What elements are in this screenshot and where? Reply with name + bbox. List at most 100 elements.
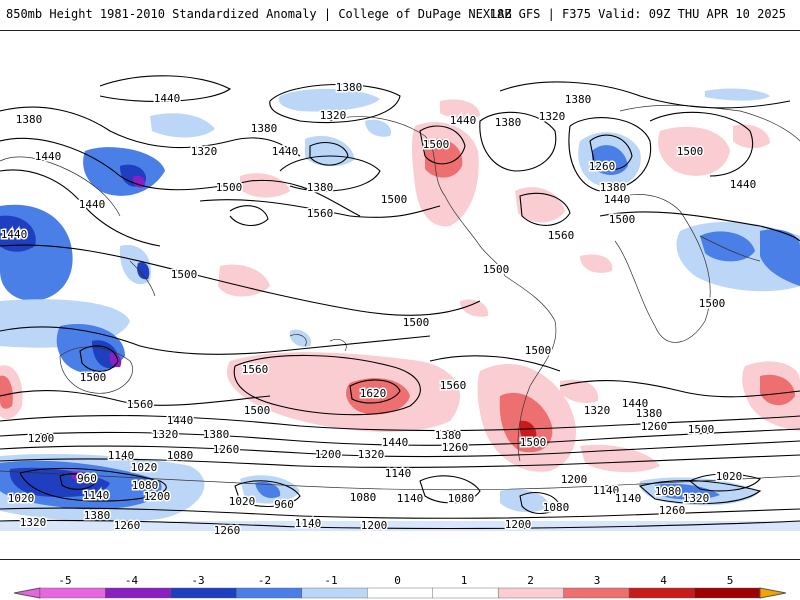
contour-label: 1440 — [1, 228, 28, 241]
contour-label: 1200 — [561, 473, 588, 486]
contour-label: 1440 — [79, 198, 106, 211]
model-run-info: 18Z GFS | F375 Valid: 09Z THU APR 10 202… — [489, 7, 786, 21]
height-contours — [0, 75, 800, 530]
colorbar-segment — [563, 587, 630, 599]
contour-label: 960 — [274, 498, 294, 511]
contour-label: 1260 — [589, 160, 616, 173]
contour-label: 1140 — [615, 492, 642, 505]
colorbar-segment — [170, 587, 237, 599]
colorbar-tick-label: 2 — [527, 574, 534, 587]
contour-label: 1380 — [84, 509, 111, 522]
contour-label: 1380 — [203, 428, 230, 441]
contour-label: 1080 — [132, 479, 159, 492]
contour-label: 1260 — [114, 519, 141, 532]
contour-label: 1500 — [423, 138, 450, 151]
contour-label: 1320 — [320, 109, 347, 122]
contour-label: 1560 — [548, 229, 575, 242]
colorbar-segment — [694, 587, 761, 599]
contour-label: 1200 — [144, 490, 171, 503]
contour-label: 1500 — [244, 404, 271, 417]
contour-label: 1320 — [191, 145, 218, 158]
contour-label: 1440 — [622, 397, 649, 410]
contour-label: 1200 — [505, 518, 532, 531]
contour-label: 1260 — [213, 443, 240, 456]
contour-label: 1440 — [272, 145, 299, 158]
contour-label: 1320 — [20, 516, 47, 529]
world-map: 1440 1380 1320 1380 1380 1440 1380 1320 1380 1440… — [0, 30, 800, 560]
contour-label: 1440 — [35, 150, 62, 163]
colorbar-tick-label: -4 — [124, 574, 139, 587]
contour-label: 1380 — [251, 122, 278, 135]
contour-label: 1500 — [381, 193, 408, 206]
colorbar-tick-label: -5 — [58, 574, 72, 587]
contour-label: 1140 — [397, 492, 424, 505]
contour-label: 1440 — [167, 414, 194, 427]
contour-label: 1500 — [520, 436, 547, 449]
contour-label: 1500 — [403, 316, 430, 329]
colorbar-segments — [39, 587, 761, 599]
contour-label: 1020 — [716, 470, 743, 483]
colorbar-tick-label: -2 — [257, 574, 272, 587]
contour-label: 1500 — [483, 263, 510, 276]
contour-label: 1260 — [442, 441, 469, 454]
contour-label: 1200 — [315, 448, 342, 461]
contour-label: 1380 — [435, 429, 462, 442]
colorbar-tick-label: 0 — [394, 574, 401, 587]
contour-label: 1140 — [385, 467, 412, 480]
colorbar-segment — [301, 587, 368, 599]
contour-label: 1440 — [382, 436, 409, 449]
contour-label: 1440 — [730, 178, 757, 191]
colorbar-segment — [497, 587, 564, 599]
contour-label: 1500 — [171, 268, 198, 281]
colorbar-segment — [628, 587, 695, 599]
contour-label: 1260 — [659, 504, 686, 517]
colorbar-segment — [236, 587, 303, 599]
contour-label: 1020 — [8, 492, 35, 505]
contour-label: 1320 — [539, 110, 566, 123]
contour-label: 1080 — [448, 492, 475, 505]
colorbar-segment — [39, 587, 106, 599]
contour-label: 1380 — [307, 181, 334, 194]
contour-label: 1380 — [600, 181, 627, 194]
colorbar-tick-label: -1 — [324, 574, 338, 587]
contour-label: 1560 — [440, 379, 467, 392]
contour-label: 1320 — [152, 428, 179, 441]
map-title: 850mb Height 1981-2010 Standardized Anom… — [6, 7, 512, 21]
contour-label: 1620 — [360, 387, 387, 400]
contour-label: 1380 — [495, 116, 522, 129]
contour-label: 1140 — [295, 517, 322, 530]
contour-label: 1080 — [543, 501, 570, 514]
contour-label: 1500 — [609, 213, 636, 226]
contour-label: 1320 — [358, 448, 385, 461]
contour-label: 1380 — [16, 113, 43, 126]
contour-label: 1080 — [167, 449, 194, 462]
colorbar-segment — [367, 587, 433, 599]
contour-label: 1200 — [28, 432, 55, 445]
contour-label: 1500 — [699, 297, 726, 310]
contour-label: 1500 — [688, 423, 715, 436]
contour-label: 1500 — [525, 344, 552, 357]
contour-label: 1560 — [127, 398, 154, 411]
contour-label: 1380 — [336, 81, 363, 94]
contour-label: 1080 — [655, 485, 682, 498]
contour-label: 1380 — [636, 407, 663, 420]
contour-label: 1560 — [307, 207, 334, 220]
colorbar-max-arrow — [759, 587, 787, 599]
anomaly-colorbar — [0, 560, 800, 600]
contour-label: 1320 — [683, 492, 710, 505]
contour-label: 1500 — [677, 145, 704, 158]
contour-label: 1140 — [593, 484, 620, 497]
coastlines — [0, 104, 800, 491]
contour-label: 1440 — [604, 193, 631, 206]
contour-label: 1140 — [83, 489, 110, 502]
colorbar-tick-label: 5 — [726, 574, 734, 587]
contour-label: 1440 — [154, 92, 181, 105]
contour-label: 1500 — [80, 371, 107, 384]
contour-label: 1260 — [214, 524, 241, 537]
colorbar-tick-label: 4 — [660, 574, 667, 587]
colorbar-tick-label: 3 — [593, 574, 601, 587]
contour-label: 1080 — [350, 491, 377, 504]
contour-label: 1440 — [450, 114, 477, 127]
